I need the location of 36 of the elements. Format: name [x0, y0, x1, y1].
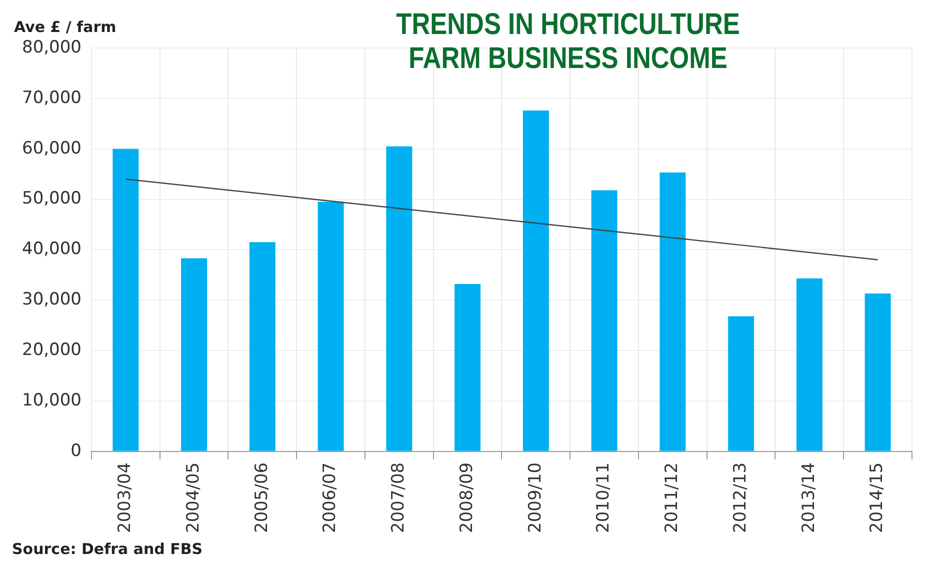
y-tick-label: 40,000 [22, 239, 82, 260]
x-tick-label: 2013/14 [798, 462, 819, 533]
y-tick-label: 10,000 [22, 390, 82, 410]
x-tick-label: 2010/11 [594, 462, 614, 533]
y-tick-label: 20,000 [22, 340, 82, 360]
bar [386, 146, 412, 451]
bar [796, 278, 822, 451]
bar [728, 316, 754, 451]
bar [318, 202, 344, 451]
x-tick-label: 2004/05 [183, 462, 204, 533]
x-tick-label: 2003/04 [115, 462, 136, 533]
x-tick-label: 2005/06 [252, 462, 272, 533]
x-tick-label: 2009/10 [525, 462, 546, 533]
chart-title: TRENDS IN HORTICULTURE FARM BUSINESS INCOME [395, 8, 741, 76]
y-tick-label: 80,000 [22, 37, 82, 58]
x-tick-label: 2008/09 [456, 462, 477, 533]
bar [591, 190, 618, 451]
bar [181, 258, 208, 451]
source-note: Source: Defra and FBS [11, 540, 204, 558]
y-tick-label: 0 [70, 440, 82, 461]
y-tick-label: 30,000 [22, 290, 82, 310]
bar [660, 172, 686, 451]
y-tick-label: 60,000 [22, 138, 82, 158]
x-tick-label: 2011/12 [662, 462, 682, 533]
x-tick-label: 2012/13 [730, 462, 750, 533]
y-axis-title: Ave £ / farm [14, 18, 116, 36]
y-tick-label: 50,000 [22, 188, 82, 209]
bar [522, 110, 549, 451]
bar [112, 148, 139, 451]
x-tick-label: 2006/07 [320, 462, 340, 533]
y-tick-label: 70,000 [22, 88, 82, 108]
bar [864, 294, 891, 451]
x-tick-label: 2007/08 [388, 462, 409, 533]
bar [249, 242, 276, 451]
x-tick-label: 2014/15 [867, 462, 888, 533]
bar [454, 284, 481, 451]
